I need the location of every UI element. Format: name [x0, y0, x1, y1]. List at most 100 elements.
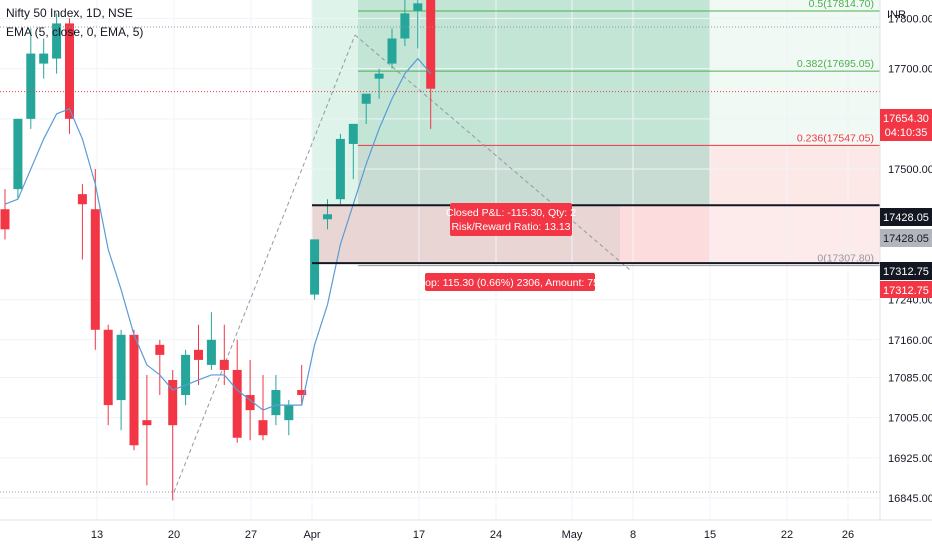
- x-tick-label: 27: [245, 529, 257, 541]
- candle-body: [65, 23, 74, 119]
- candle-body: [426, 0, 436, 89]
- risk-reward-text: Risk/Reward Ratio: 13.13: [451, 221, 570, 233]
- candle-body: [52, 23, 62, 59]
- fib-band: [710, 145, 880, 206]
- last-price-badge: 17654.30 04:10:35: [880, 109, 932, 141]
- candle[interactable]: [374, 68, 384, 99]
- x-tick-label: 15: [704, 529, 716, 541]
- candle[interactable]: [39, 38, 49, 79]
- entry-price-top: 17428.05: [883, 212, 929, 224]
- candle-body: [168, 379, 178, 426]
- candle[interactable]: [284, 400, 294, 436]
- candle[interactable]: [103, 324, 113, 426]
- x-tick-label: May: [562, 529, 583, 541]
- entry-price-badge: 17428.05 17428.05: [880, 208, 932, 247]
- candle-body: [232, 369, 242, 438]
- x-tick-label: 17: [413, 529, 425, 541]
- candle-body: [348, 123, 358, 144]
- trade-path-line: [354, 34, 631, 271]
- candle-body: [26, 53, 36, 119]
- fib-band-gray: [358, 145, 710, 206]
- fib-label: 0(17307.80): [817, 253, 874, 265]
- candle-body: [77, 194, 87, 205]
- stop-price-badge: 17312.75 17312.75: [880, 262, 932, 298]
- x-tick-label: 20: [168, 529, 180, 541]
- candle[interactable]: [52, 13, 62, 74]
- candle-body: [219, 359, 229, 370]
- candle[interactable]: [219, 324, 229, 386]
- indicator-legend[interactable]: EMA (5, close, 0, EMA, 5): [6, 25, 144, 39]
- candle-body: [297, 390, 307, 396]
- candle-body: [103, 329, 113, 406]
- candle[interactable]: [206, 312, 216, 370]
- candle[interactable]: [426, 0, 436, 129]
- candle-body: [374, 73, 384, 79]
- candle[interactable]: [194, 324, 203, 386]
- candle[interactable]: [348, 123, 358, 180]
- y-tick-label: 17500.00: [888, 164, 932, 176]
- candle-body: [206, 339, 216, 365]
- candle[interactable]: [361, 93, 371, 124]
- candle[interactable]: [400, 0, 410, 47]
- countdown-value: 04:10:35: [885, 127, 928, 139]
- candle-body: [413, 3, 423, 11]
- candle-body: [194, 349, 203, 360]
- candle-body: [323, 214, 332, 220]
- candle[interactable]: [129, 329, 139, 451]
- candle[interactable]: [413, 0, 423, 49]
- fib-label: 0.5(17814.70): [809, 0, 874, 10]
- position-lines: [0, 26, 880, 493]
- y-tick-label: 16925.00: [888, 453, 932, 465]
- trend-lines: [173, 34, 631, 493]
- last-price-value: 17654.30: [883, 113, 929, 125]
- currency-label: INR: [887, 9, 906, 21]
- candle-body: [400, 13, 410, 39]
- candle-body: [116, 334, 126, 401]
- x-tick-label: 24: [490, 529, 502, 541]
- position-info-label[interactable]: Closed P&L: -115.30, Qty: 2 Risk/Reward …: [446, 203, 576, 236]
- profit-zone-active: [358, 0, 710, 206]
- candle[interactable]: [258, 374, 268, 441]
- stop-price-top: 17312.75: [883, 266, 929, 278]
- candle[interactable]: [155, 339, 165, 396]
- candle[interactable]: [335, 133, 345, 205]
- y-tick-label: 16845.00: [888, 493, 932, 505]
- x-tick-label: 22: [781, 529, 793, 541]
- candle-body: [245, 395, 255, 411]
- candle[interactable]: [168, 369, 178, 501]
- stop-info-label[interactable]: Stop: 115.30 (0.66%) 2306, Amount: 750: [415, 273, 605, 291]
- candle[interactable]: [65, 18, 74, 134]
- candle[interactable]: [310, 239, 320, 300]
- candle[interactable]: [142, 374, 152, 486]
- y-tick-label: 17800.00: [888, 13, 932, 25]
- candle[interactable]: [232, 339, 242, 443]
- candle[interactable]: [387, 28, 397, 69]
- closed-pnl-text: Closed P&L: -115.30, Qty: 2: [446, 207, 576, 219]
- candle[interactable]: [181, 349, 191, 406]
- candle[interactable]: [77, 184, 87, 260]
- fibonacci-levels: 0.5(17814.70) 0.382(17695.05) 0.236(17547.…: [358, 0, 880, 267]
- candle-body: [129, 334, 139, 446]
- stop-price-bottom: 17312.75: [883, 285, 929, 297]
- price-axis: INR 17800.0017700.0017600.0017500.001724…: [887, 9, 932, 505]
- candle-body: [142, 420, 152, 426]
- candle[interactable]: [13, 118, 23, 200]
- candle-body: [90, 209, 100, 330]
- candle-body: [13, 118, 23, 190]
- stop-text: Stop: 115.30 (0.66%) 2306, Amount: 750: [415, 277, 605, 289]
- candle-body: [271, 390, 281, 416]
- ema-polyline: [4, 57, 432, 411]
- candle[interactable]: [0, 189, 10, 240]
- candle[interactable]: [297, 364, 307, 406]
- candles[interactable]: [0, 0, 436, 501]
- candle[interactable]: [26, 28, 36, 129]
- symbol-legend[interactable]: Nifty 50 Index, 1D, NSE: [6, 6, 133, 20]
- candle-body: [0, 209, 10, 230]
- candle[interactable]: [116, 329, 126, 431]
- candle[interactable]: [271, 374, 281, 426]
- candle[interactable]: [90, 169, 100, 350]
- candle-body: [155, 344, 165, 355]
- fib-label: 0.382(17695.05): [797, 58, 874, 70]
